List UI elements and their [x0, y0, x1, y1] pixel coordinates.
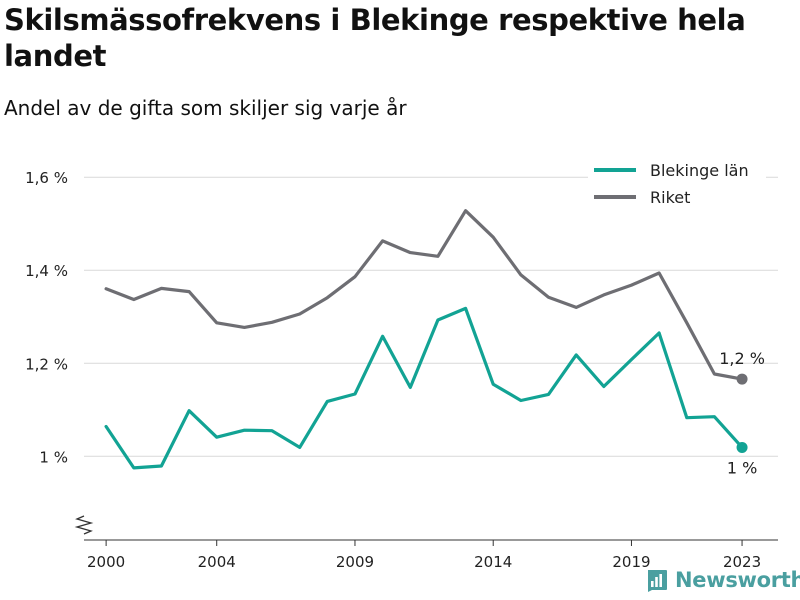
- legend-background: [588, 156, 766, 210]
- y-axis: 1 % 1,2 % 1,4 % 1,6 %: [25, 169, 94, 535]
- y-tick-label: 1,6 %: [25, 169, 68, 187]
- x-tick-label: 2009: [336, 553, 374, 571]
- newsworthy-logo: Newsworthy: [645, 568, 800, 592]
- series-line-blekinge: [104, 306, 744, 470]
- end-point-marker: [736, 373, 748, 385]
- x-tick-label: 2014: [474, 553, 512, 571]
- brand-name: Newsworthy: [675, 568, 800, 592]
- x-tick-label: 2019: [612, 553, 650, 571]
- y-tick-label: 1,2 %: [25, 355, 68, 373]
- end-value-label: 1,2 %: [719, 349, 765, 368]
- series-line-riket: [104, 209, 744, 381]
- x-tick-label: 2004: [198, 553, 236, 571]
- legend-label: Blekinge län: [650, 161, 749, 180]
- end-labels: 1 % 1,2 %: [719, 349, 765, 477]
- y-tick-label: 1,4 %: [25, 262, 68, 280]
- legend-label: Riket: [650, 188, 690, 207]
- chart-subtitle: Andel av de gifta som skiljer sig varje …: [4, 96, 407, 120]
- x-axis: 2000 2004 2009 2014 2019 2023: [84, 539, 778, 571]
- end-value-label: 1 %: [727, 458, 757, 477]
- axis-break-icon: [74, 515, 94, 535]
- x-tick-label: 2000: [87, 553, 125, 571]
- chart-title: Skilsmässofrekvens i Blekinge respektive…: [4, 3, 746, 73]
- newsworthy-logo-icon: [648, 570, 667, 592]
- legend: Blekinge län Riket: [588, 156, 766, 210]
- x-tick-label: 2023: [723, 553, 761, 571]
- end-point-marker: [736, 441, 748, 453]
- y-tick-label: 1 %: [39, 448, 68, 466]
- series-lines: [104, 209, 744, 470]
